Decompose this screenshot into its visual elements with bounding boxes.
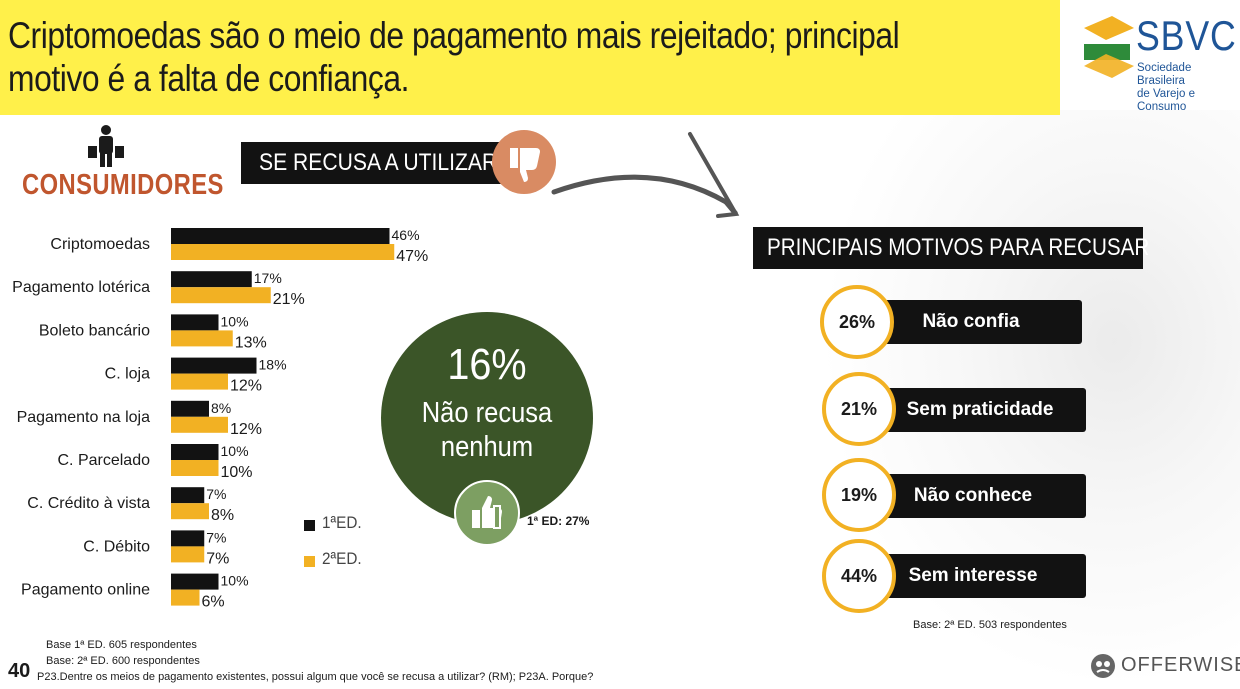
category-label: C. Parcelado — [58, 452, 151, 469]
footer-base1: Base 1ª ED. 605 respondentes — [46, 639, 197, 651]
sbvc-logo-icon — [1084, 16, 1134, 78]
category-label: C. Crédito à vista — [27, 495, 150, 512]
reason-bar-1: Sem praticidade — [860, 388, 1086, 432]
bar-value-label: 10% — [221, 464, 253, 481]
bar-chart: Criptomoedas 46% 47% Pagamento lotérica 17% 2… — [12, 227, 428, 611]
logo-subtitle-line1: Sociedade Brasileira — [1137, 62, 1192, 87]
reason-pct-3: 44% — [822, 539, 896, 613]
reason-label-0: Não confia — [922, 311, 1020, 332]
category-label: Pagamento na loja — [17, 409, 151, 426]
category-label: C. loja — [105, 366, 150, 383]
category-label: Pagamento online — [21, 582, 150, 599]
footer-question: P23.Dentre os meios de pagamento existen… — [37, 671, 594, 683]
legend-swatch-ed1 — [304, 520, 315, 531]
logo-subtitle: Sociedade Brasileira de Varejo e Consumo — [1137, 62, 1240, 114]
reasons-base: Base: 2ª ED. 503 respondentes — [913, 619, 1067, 631]
offerwise-logo-icon — [1091, 654, 1115, 678]
highlight-label-line2: nenhum — [440, 431, 534, 463]
shopper-icon — [88, 125, 124, 167]
bar-value-label: 17% — [254, 270, 282, 286]
legend-label-ed2: 2ªED. — [322, 549, 362, 568]
bar-ed1 — [171, 444, 219, 460]
reason-pct-1: 21% — [822, 372, 896, 446]
bar-ed2 — [171, 287, 271, 304]
reasons-title-box: PRINCIPAIS MOTIVOS PARA RECUSAR — [753, 227, 1149, 269]
category-label: Pagamento lotérica — [12, 279, 150, 296]
bar-value-label: 46% — [392, 227, 420, 243]
reasons-title: PRINCIPAIS MOTIVOS PARA RECUSAR — [767, 234, 1150, 261]
bar-value-label: 12% — [230, 421, 262, 438]
highlight-label-line1: Não recusa — [421, 397, 553, 429]
bar-value-label: 7% — [206, 486, 226, 502]
recusa-label: SE RECUSA A UTILIZAR — [259, 149, 498, 176]
bar-value-label: 13% — [235, 334, 267, 351]
bar-value-label: 8% — [211, 507, 234, 524]
bar-ed1 — [171, 530, 205, 547]
page-number: 40 — [8, 660, 31, 682]
title-band — [0, 0, 1060, 115]
bar-ed2 — [171, 503, 209, 520]
offerwise-brand: OFFERWISE — [1121, 654, 1240, 676]
bar-ed1 — [171, 573, 219, 590]
highlight-value: 16% — [447, 340, 527, 389]
bar-value-label: 18% — [259, 357, 287, 373]
reason-pct-2: 19% — [822, 458, 896, 532]
arrow-icon — [551, 132, 740, 218]
logo-name: SBVC — [1136, 12, 1237, 59]
reason-bar-2: Não conhece — [860, 474, 1086, 518]
bar-value-label: 21% — [273, 291, 305, 308]
reason-label-2: Não conhece — [913, 485, 1033, 506]
thumbs-up-icon — [454, 480, 520, 546]
bar-ed2 — [171, 416, 228, 433]
bar-value-label: 47% — [396, 248, 428, 265]
recusa-label-box: SE RECUSA A UTILIZAR — [241, 142, 501, 184]
reason-bar-0: Não confia — [860, 300, 1082, 344]
bar-ed1 — [171, 357, 257, 374]
bar-value-label: 7% — [206, 550, 229, 567]
legend-swatch-ed2 — [304, 556, 315, 567]
bar-ed2 — [171, 460, 219, 476]
reason-label-1: Sem praticidade — [906, 399, 1054, 420]
highlight-label: Não recusa nenhum — [394, 396, 581, 464]
thumbs-down-icon — [492, 130, 556, 194]
bar-value-label: 10% — [221, 443, 249, 459]
category-label: Criptomoedas — [50, 236, 150, 253]
bar-ed2 — [171, 244, 395, 260]
bar-ed1 — [171, 314, 219, 331]
reason-label-3: Sem interesse — [908, 565, 1038, 586]
reason-pct-0: 26% — [820, 285, 894, 359]
section-label: CONSUMIDORES — [22, 169, 224, 201]
bar-ed2 — [171, 330, 233, 347]
bar-ed1 — [171, 228, 390, 244]
bar-value-label: 7% — [206, 529, 226, 545]
highlight-ed1-note: 1ª ED: 27% — [527, 514, 590, 528]
bar-ed1 — [171, 487, 205, 504]
reason-bar-3: Sem interesse — [860, 554, 1086, 598]
category-label: Boleto bancário — [39, 322, 150, 339]
bar-value-label: 12% — [230, 378, 262, 395]
slide-title: Criptomoedas são o meio de pagamento mai… — [8, 15, 900, 99]
bar-ed2 — [171, 546, 205, 563]
bar-value-label: 6% — [202, 594, 225, 611]
bar-value-label: 10% — [221, 313, 249, 329]
bar-value-label: 8% — [211, 400, 231, 416]
logo-subtitle-line2: de Varejo e Consumo — [1137, 88, 1195, 113]
legend-label-ed1: 1ªED. — [322, 513, 362, 532]
category-label: C. Débito — [83, 538, 150, 555]
bar-ed1 — [171, 400, 209, 417]
bar-ed1 — [171, 271, 252, 288]
bar-ed2 — [171, 373, 228, 390]
footer-base2: Base: 2ª ED. 600 respondentes — [46, 655, 200, 667]
bar-value-label: 10% — [221, 573, 249, 589]
bar-ed2 — [171, 589, 200, 606]
